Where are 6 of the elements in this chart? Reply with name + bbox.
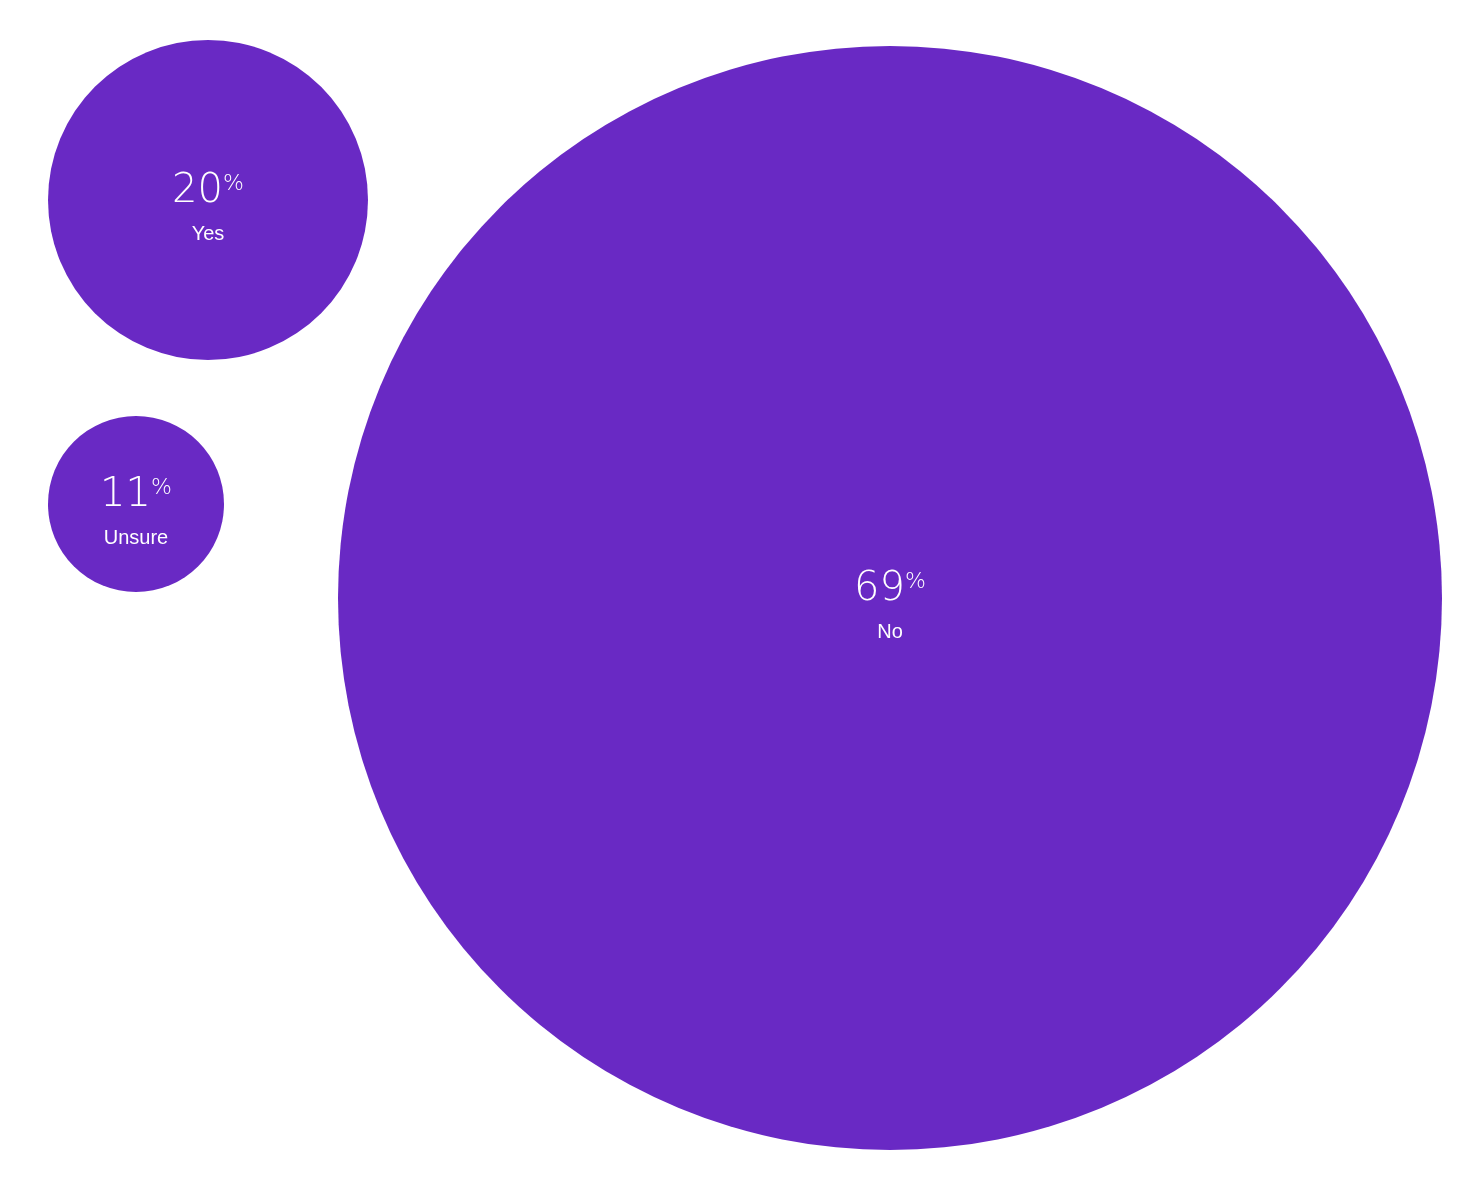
- data-label: 69$^{%}$: [854, 563, 926, 609]
- category-label: No: [877, 620, 903, 642]
- category-label: Yes: [191, 222, 225, 244]
- data-label: 11$^{%}$: [100, 469, 172, 515]
- category-label: Unsure: [103, 526, 169, 548]
- data-label: 20$^{%}$: [172, 165, 244, 211]
